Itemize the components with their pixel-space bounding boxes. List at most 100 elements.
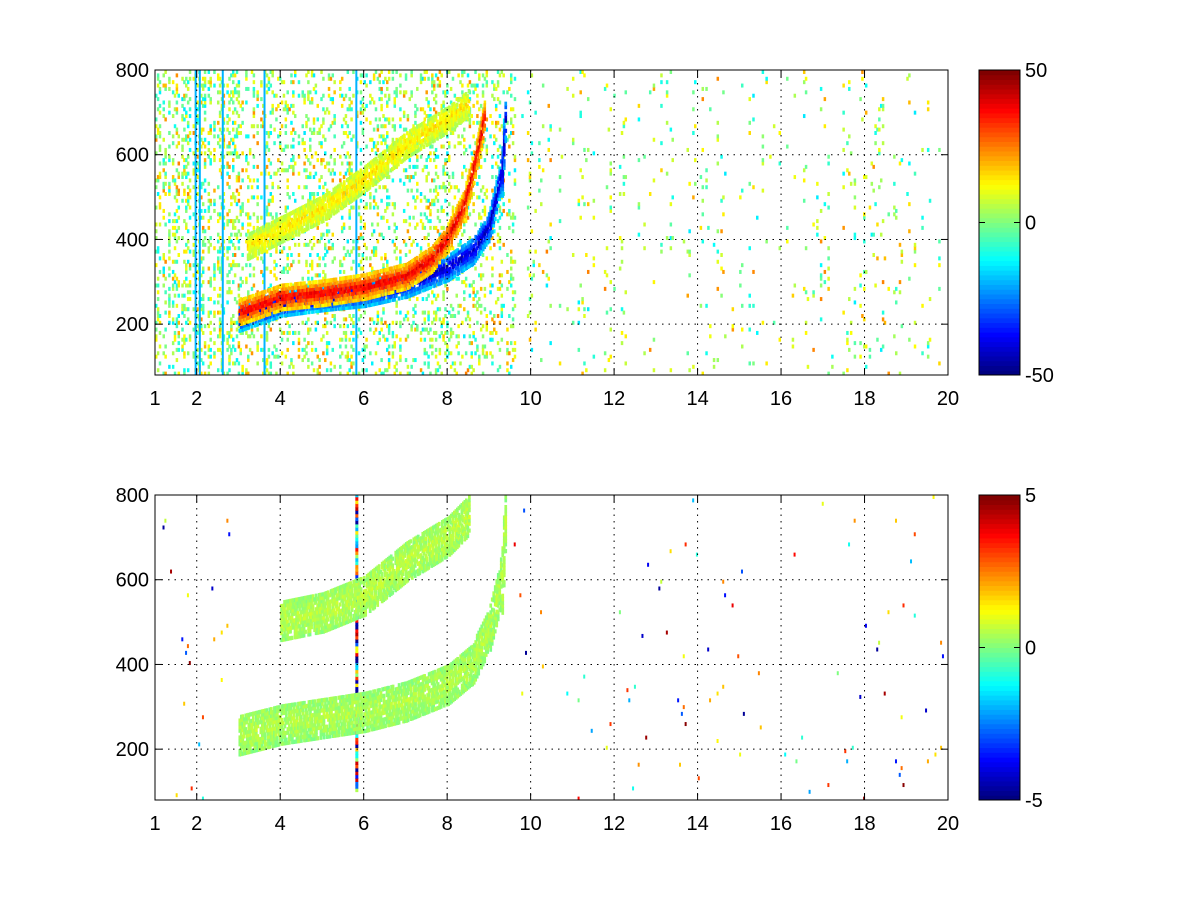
heatmap-cell [481,347,485,352]
band-cell [294,294,297,300]
heatmap-cell [359,147,363,152]
heatmap-cell [547,137,551,142]
heatmap-cell [344,171,348,176]
band-cell [415,290,419,295]
heatmap-cell [282,147,286,152]
heatmap-cell [265,131,269,135]
heatmap-cell [185,175,188,180]
heatmap-cell [419,212,423,217]
heatmap-cell [423,195,427,200]
heatmap-cell [500,273,504,278]
heatmap-cell [352,205,355,210]
band-cell [445,271,449,276]
heatmap-cell [425,164,428,169]
heatmap-cell [322,93,325,98]
heatmap-cell [416,324,419,329]
heatmap-cell [508,351,511,356]
heatmap-cell [282,269,286,274]
heatmap-cell [333,364,336,369]
heatmap-cell [709,107,712,112]
heatmap-cell [155,334,158,339]
heatmap-cell [209,280,212,285]
heatmap-cell [192,161,196,166]
heatmap-cell [479,164,483,169]
heatmap-cell [369,202,372,207]
heatmap-cell [162,73,165,78]
heatmap-cell [432,107,436,112]
heatmap-cell [620,341,624,346]
heatmap-cell [384,124,387,129]
band-cell [471,245,475,250]
heatmap-cell [312,127,316,132]
heatmap-cell [286,205,289,210]
heatmap-cell [466,73,470,78]
heatmap-cell [222,215,226,220]
heatmap-cell [913,110,917,115]
heatmap-cell [342,175,346,180]
heatmap-cell [252,93,256,98]
heatmap-cell [309,144,312,149]
heatmap-cell [241,107,244,112]
heatmap-cell [380,124,383,129]
heatmap-cell [322,120,325,125]
band-cell [498,169,502,175]
heatmap-cell [245,263,248,268]
band-cell [439,277,443,282]
heatmap-cell [307,364,310,369]
heatmap-cell [158,344,162,349]
heatmap-cell [288,324,291,329]
heatmap-cell [509,117,513,122]
heatmap-cell [472,280,475,285]
band-cell [495,206,499,212]
heatmap-cell [423,225,427,230]
heatmap-cell [489,283,492,288]
heatmap-cell [331,120,335,125]
heatmap-cell [509,364,513,369]
band-cell [498,197,502,202]
heatmap-cell [592,215,596,220]
heatmap-cell [802,198,806,203]
band-cell [238,308,242,313]
heatmap-cell [168,266,171,271]
heatmap-cell [506,120,509,125]
heatmap-cell [348,154,351,159]
heatmap-cell [192,242,196,247]
heatmap-cell [408,97,412,102]
heatmap-cell [376,124,380,129]
heatmap-cell [453,144,457,149]
heatmap-cell [301,93,304,98]
heatmap-cell [660,80,663,85]
heatmap-cell [325,351,329,356]
heatmap-cell [181,97,184,102]
heatmap-cell [853,341,857,346]
heatmap-cell [312,175,316,180]
heatmap-cell [342,324,346,329]
heatmap-cell [275,93,278,98]
heatmap-cell [496,368,500,373]
heatmap-cell [414,103,417,108]
heatmap-cell [692,90,695,95]
band-cell [417,286,420,291]
band-cell [274,289,278,294]
heatmap-cell [571,137,575,142]
band-cell [307,310,311,315]
band-cell [242,307,246,312]
heatmap-cell [292,158,295,163]
band-cell [484,229,488,234]
heatmap-cell [583,73,586,78]
heatmap-cell [476,114,479,119]
heatmap-cell [188,70,192,74]
heatmap-cell [286,347,289,352]
heatmap-cell [900,259,904,264]
heatmap-cell [235,154,239,159]
heatmap-cell [307,317,310,322]
band-cell [490,199,494,204]
heatmap-cell [218,286,222,291]
heatmap-cell [928,297,932,302]
heatmap-cell [716,120,720,125]
band-cell [498,166,502,171]
band-cell [453,270,457,275]
heatmap-cell [560,154,564,159]
heatmap-cell [863,317,866,322]
heatmap-cell [209,310,212,315]
